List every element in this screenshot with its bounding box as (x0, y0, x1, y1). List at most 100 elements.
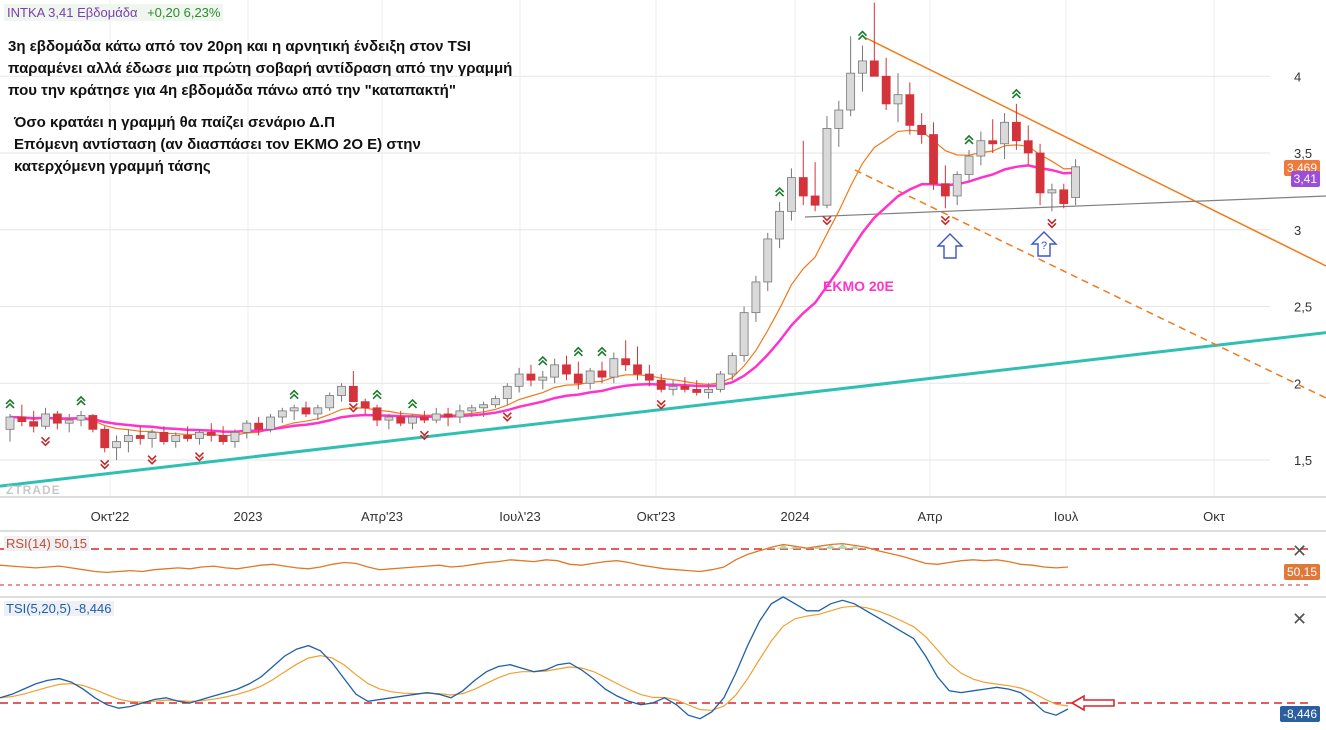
buy-chevron-icon (775, 186, 785, 197)
candle-body (29, 421, 39, 427)
candle-body (810, 195, 820, 206)
sell-chevron-icon (348, 402, 358, 413)
candle-body (360, 401, 370, 409)
rsi-value-tag: 50,15 (1283, 564, 1320, 580)
candle-body (64, 419, 74, 424)
candle-body (644, 373, 654, 381)
candle-body (1059, 189, 1069, 205)
symbol-header: INTKA 3,41 Εβδομάδα +0,20 6,23% (4, 4, 224, 21)
candle-body (526, 373, 536, 381)
candle-body (230, 431, 240, 442)
y-tick-label: 2 (1294, 376, 1301, 391)
x-tick-label: Απρ'23 (361, 509, 403, 524)
candle-body (254, 422, 264, 430)
candle-body (609, 358, 619, 378)
tsi-label: TSI(5,20,5) -8,446 (4, 601, 114, 616)
tsi-line (0, 596, 1069, 720)
tsi-close-icon[interactable]: ✕ (1292, 609, 1308, 629)
candle-body (112, 441, 121, 449)
candle-body (206, 431, 216, 436)
candle-body (597, 370, 607, 378)
candle-body (384, 416, 394, 421)
candle-body (183, 435, 193, 439)
candle-body (195, 431, 204, 439)
candle-body (952, 174, 962, 197)
candle-body (550, 364, 560, 378)
buy-chevron-icon (289, 389, 299, 400)
candle-body (573, 373, 583, 384)
candle-body (491, 398, 500, 406)
up-arrow-icon (1030, 231, 1058, 257)
candle-body (431, 413, 441, 421)
candle-body (716, 373, 725, 390)
resistance-trendline (865, 37, 1326, 267)
y-tick-label: 3,5 (1294, 146, 1312, 161)
candle-body (656, 379, 666, 390)
rising-trendline (0, 331, 1326, 488)
candle-body (822, 128, 832, 206)
sell-chevron-icon (502, 412, 512, 422)
x-tick-label: Οκτ (1203, 509, 1226, 524)
candle-body (798, 177, 808, 197)
candle-body (514, 373, 524, 387)
candle-body (1023, 140, 1033, 154)
x-tick-label: Οκτ'23 (637, 509, 676, 524)
candle-body (502, 385, 512, 400)
candle-body (289, 407, 299, 412)
candle-body (775, 210, 784, 240)
candle-body (218, 435, 228, 442)
candle-body (834, 109, 844, 129)
candle-body (1047, 189, 1057, 194)
candle-body (52, 413, 62, 424)
candle-body (739, 312, 749, 357)
candle-body (1012, 121, 1021, 142)
candle-body (668, 385, 678, 390)
candle-body (881, 75, 891, 105)
rsi-line (0, 542, 1069, 574)
symbol-line: INTKA 3,41 Εβδομάδα (7, 5, 138, 20)
candle-body (325, 395, 335, 409)
rsi-label: RSI(14) 50,15 (4, 536, 89, 551)
buy-chevron-icon (407, 398, 418, 409)
candle-body (266, 416, 275, 430)
candle-body (1000, 121, 1009, 145)
candle-body (763, 238, 773, 283)
ema-20-line (9, 164, 1076, 433)
y-tick-label: 3 (1294, 223, 1301, 238)
x-tick-label: Απρ (917, 509, 942, 524)
candle-body (538, 376, 548, 381)
candle-body (917, 124, 927, 135)
candle-body (277, 410, 287, 418)
annotation-note-1: 3η εβδομάδα κάτω από τον 20ρη και η αρνη… (8, 38, 513, 99)
sell-chevron-icon (40, 436, 51, 447)
candle-body (988, 140, 998, 145)
candle-body (1035, 152, 1045, 194)
buy-chevron-icon (538, 355, 548, 366)
sell-chevron-icon (100, 459, 110, 470)
candle-body (76, 415, 86, 421)
candle-body (1071, 166, 1080, 198)
candle-body (964, 155, 974, 175)
sell-chevron-icon (194, 452, 205, 462)
candle-body (372, 407, 382, 421)
candle-body (124, 435, 133, 442)
candle-body (467, 407, 477, 412)
candle-body (621, 358, 631, 366)
candle-body (408, 416, 417, 424)
y-tick-label: 2,5 (1294, 300, 1312, 315)
buy-chevron-icon (5, 398, 15, 409)
sell-chevron-icon (1047, 218, 1057, 229)
sell-chevron-icon (940, 215, 950, 226)
buy-chevron-icon (964, 134, 974, 145)
rsi-close-icon[interactable]: ✕ (1292, 541, 1308, 561)
last-price-tag: 3,41 (1290, 171, 1320, 187)
candle-body (633, 364, 642, 375)
candle-body (940, 183, 950, 197)
watermark: ZTRADE (6, 483, 61, 497)
candle-body (171, 435, 181, 442)
annotation-note-2: Όσο κρατάει η γραμμή θα παίζει σενάριο Δ… (14, 114, 421, 175)
sell-chevron-icon (419, 430, 429, 441)
up-arrow-icon (936, 233, 964, 259)
candle-body (893, 94, 903, 105)
